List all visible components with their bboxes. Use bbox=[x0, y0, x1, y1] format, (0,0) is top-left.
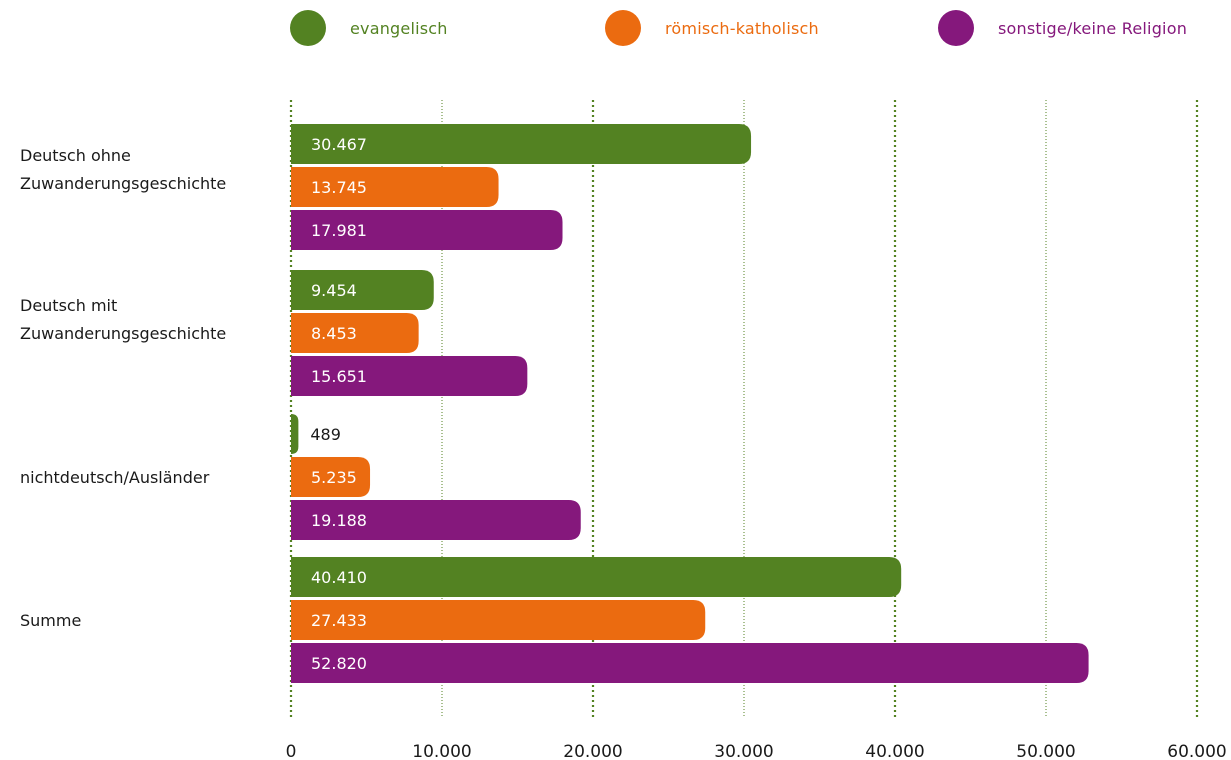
bar-label-3-0: 40.410 bbox=[311, 568, 367, 587]
bar-label-1-1: 8.453 bbox=[311, 324, 357, 343]
bar-1-1 bbox=[291, 313, 419, 353]
bar-2-2 bbox=[291, 500, 581, 540]
legend-dot-sonstige bbox=[938, 10, 974, 46]
legend-label-katholisch: römisch-katholisch bbox=[665, 18, 819, 38]
category-label-summe: Summe bbox=[20, 611, 82, 630]
legend-label-evangelisch: evangelisch bbox=[350, 18, 448, 38]
legend-item-sonstige: sonstige/keine Religion bbox=[938, 10, 1187, 46]
x-tick-label-10000: 10.000 bbox=[412, 742, 471, 760]
legend-item-katholisch: römisch-katholisch bbox=[605, 10, 819, 46]
x-tick-label-60000: 60.000 bbox=[1167, 742, 1226, 760]
bar-1-2 bbox=[291, 356, 528, 396]
category-label-nichtdeutsch: nichtdeutsch/Ausländer bbox=[20, 468, 210, 487]
bar-label-2-1: 5.235 bbox=[311, 468, 357, 487]
bar-0-1 bbox=[291, 167, 499, 207]
bar-label-3-1: 27.433 bbox=[311, 611, 367, 630]
legend-item-evangelisch: evangelisch bbox=[290, 10, 448, 46]
bar-label-2-2: 19.188 bbox=[311, 511, 367, 530]
bar-0-2 bbox=[291, 210, 563, 250]
bar-0-0 bbox=[291, 124, 752, 164]
bar-label-3-2: 52.820 bbox=[311, 654, 367, 673]
category-label-deutsch-ohne: Deutsch ohne Zuwanderungsgeschichte bbox=[20, 146, 227, 193]
bar-label-0-1: 13.745 bbox=[311, 178, 367, 197]
x-tick-label-50000: 50.000 bbox=[1016, 742, 1075, 760]
x-tick-label-40000: 40.000 bbox=[865, 742, 924, 760]
bar-label-1-0: 9.454 bbox=[311, 281, 357, 300]
bar-2-0 bbox=[291, 414, 299, 454]
bar-3-1 bbox=[291, 600, 706, 640]
x-tick-label-30000: 30.000 bbox=[714, 742, 773, 760]
legend-dot-evangelisch bbox=[290, 10, 326, 46]
bar-label-2-0: 489 bbox=[310, 425, 341, 444]
bar-label-1-2: 15.651 bbox=[311, 367, 367, 386]
bar-label-0-0: 30.467 bbox=[311, 135, 367, 154]
bar-2-1 bbox=[291, 457, 371, 497]
category-label-deutsch-mit: Deutsch mit Zuwanderungsgeschichte bbox=[20, 296, 227, 343]
bar-3-0 bbox=[291, 557, 902, 597]
bar-label-0-2: 17.981 bbox=[311, 221, 367, 240]
bar-1-0 bbox=[291, 270, 434, 310]
bar-3-2 bbox=[291, 643, 1089, 683]
x-tick-label-0: 0 bbox=[286, 742, 297, 760]
legend-label-sonstige: sonstige/keine Religion bbox=[998, 18, 1188, 38]
legend-dot-katholisch bbox=[605, 10, 641, 46]
x-tick-label-20000: 20.000 bbox=[563, 742, 622, 760]
